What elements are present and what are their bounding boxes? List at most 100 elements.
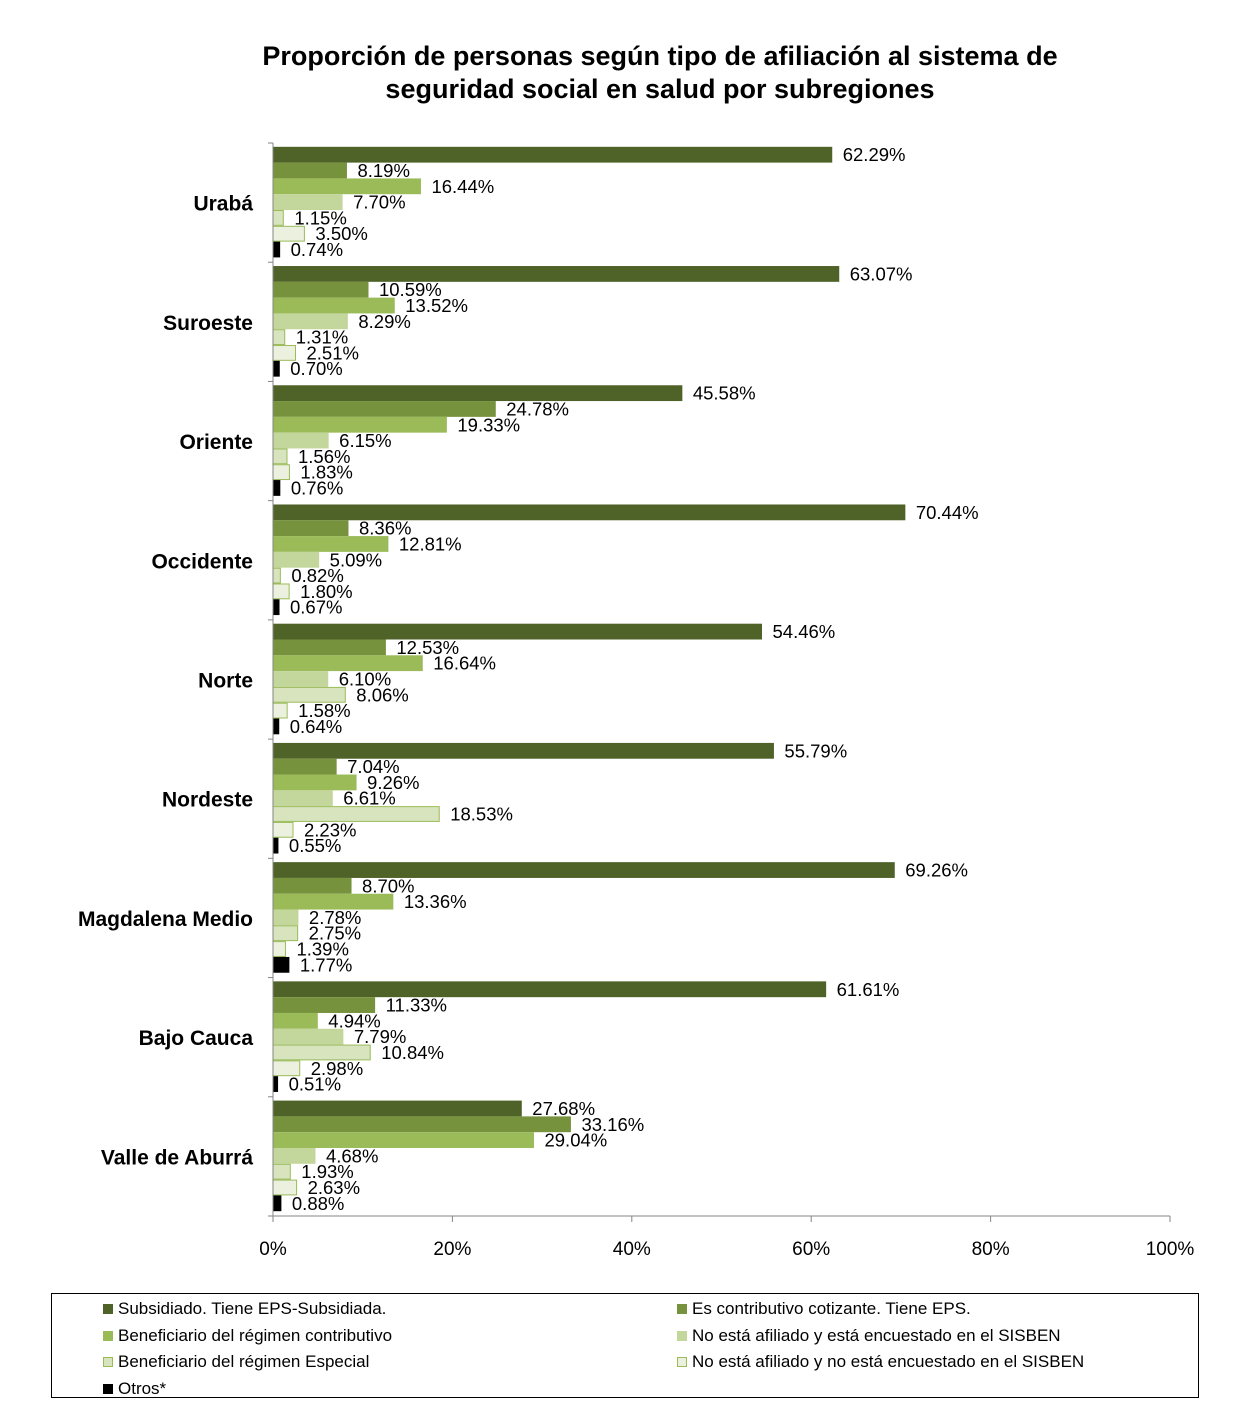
data-label: 2.75%: [309, 923, 361, 944]
bar-chart: 62.29% 8.19% 16.44% 7.70% 1.15%3.50%0.74% Ura…: [78, 142, 1195, 1260]
x-tick-label: 100%: [1146, 1239, 1195, 1260]
bar: [272, 837, 279, 854]
bar: [272, 1116, 571, 1133]
data-label: 7.70%: [353, 192, 405, 213]
data-label: 6.61%: [343, 788, 395, 809]
data-label: 1.31%: [296, 327, 348, 348]
data-label: 2.51%: [307, 342, 359, 363]
category-label: Nordeste: [162, 789, 253, 812]
data-label: 2.23%: [304, 819, 356, 840]
bar: [272, 1132, 534, 1148]
legend-item: Otros*: [103, 1379, 166, 1399]
data-label: 10.84%: [381, 1042, 444, 1063]
x-tick-label: 40%: [613, 1239, 651, 1260]
category-label: Magdalena Medio: [78, 908, 253, 931]
data-label: 0.76%: [291, 477, 343, 498]
data-label: 1.93%: [301, 1161, 353, 1182]
legend-swatch: [103, 1330, 113, 1341]
data-label: 3.50%: [315, 223, 367, 244]
bar: [272, 448, 288, 465]
category-label: Oriente: [179, 431, 253, 454]
data-label: 63.07%: [850, 263, 913, 284]
data-label: 33.16%: [581, 1114, 644, 1135]
legend-swatch: [103, 1383, 113, 1394]
bar: [272, 718, 280, 735]
category-label: Valle de Aburrá: [101, 1146, 253, 1169]
bar: [272, 360, 280, 377]
data-label: 8.70%: [362, 875, 414, 896]
data-label: 10.59%: [379, 279, 442, 300]
category-label: Norte: [198, 670, 253, 693]
x-tick-label: 20%: [433, 1239, 471, 1260]
data-label: 0.55%: [289, 835, 341, 856]
chart-title: Proporción de personas según tipo de afi…: [160, 40, 1160, 106]
bar: [272, 702, 288, 719]
data-label: 70.44%: [916, 502, 979, 523]
data-label: 1.39%: [296, 939, 348, 960]
bar: [272, 1100, 522, 1117]
bar: [272, 941, 286, 957]
legend-label: Otros*: [118, 1378, 167, 1398]
data-label: 69.26%: [905, 860, 968, 881]
bar: [272, 956, 290, 973]
bar: [272, 790, 333, 807]
data-label: 0.70%: [290, 358, 342, 379]
data-label: 16.44%: [431, 176, 494, 197]
data-label: 61.61%: [837, 979, 900, 1000]
legend-item: No está afiliado y no está encuestado en…: [677, 1352, 1084, 1372]
data-label: 13.52%: [405, 295, 468, 316]
bar: [272, 241, 281, 258]
category-label: Occidente: [151, 550, 253, 573]
data-label: 8.36%: [359, 518, 411, 539]
bar: [272, 623, 763, 640]
data-label: 62.29%: [843, 144, 906, 165]
data-label: 4.94%: [328, 1010, 380, 1031]
data-label: 1.80%: [300, 581, 352, 602]
legend-item: Es contributivo cotizante. Tiene EPS.: [677, 1299, 971, 1319]
data-label: 12.81%: [399, 533, 462, 554]
data-label: 1.15%: [294, 207, 346, 228]
legend-label: Beneficiario del régimen contributivo: [118, 1325, 393, 1345]
legend-swatch: [677, 1357, 687, 1367]
data-label: 1.56%: [298, 446, 350, 467]
category-label: Urabá: [193, 193, 253, 216]
data-label: 0.74%: [291, 239, 343, 260]
bar: [272, 567, 281, 584]
legend-item: Beneficiario del régimen contributivo: [103, 1326, 392, 1346]
bar: [272, 329, 286, 346]
data-label: 4.68%: [326, 1145, 378, 1166]
data-label: 18.53%: [450, 804, 513, 825]
legend-item: No está afiliado y está encuestado en el…: [677, 1326, 1061, 1346]
category-label: Suroeste: [163, 312, 253, 335]
legend-label: No está afiliado y no está encuestado en…: [692, 1352, 1085, 1371]
legend-swatch: [677, 1330, 687, 1341]
data-label: 13.36%: [404, 891, 467, 912]
data-label: 0.82%: [291, 565, 343, 586]
legend-item: Subsidiado. Tiene EPS-Subsidiada.: [103, 1299, 386, 1319]
bar: [272, 583, 290, 600]
legend-item: Beneficiario del régimen Especial: [103, 1352, 369, 1372]
chart-legend: Subsidiado. Tiene EPS-Subsidiada. Es cont…: [51, 1293, 1199, 1398]
legend-label: Es contributivo cotizante. Tiene EPS.: [692, 1299, 971, 1318]
data-label: 5.09%: [330, 549, 382, 570]
legend-label: No está afiliado y está encuestado en el…: [692, 1325, 1061, 1345]
chart-title-line-2: seguridad social en salud por subregione…: [385, 74, 935, 104]
data-label: 2.98%: [311, 1058, 363, 1079]
data-label: 29.04%: [544, 1130, 607, 1151]
chart-title-line-1: Proporción de personas según tipo de afi…: [262, 41, 1058, 71]
bar: [272, 1076, 279, 1092]
legend-label: Subsidiado. Tiene EPS-Subsidiada.: [118, 1299, 387, 1318]
bar: [272, 162, 347, 179]
data-label: 8.19%: [357, 160, 409, 181]
data-label: 1.58%: [298, 700, 350, 721]
bar: [272, 385, 683, 402]
bar: [272, 877, 352, 894]
data-label: 54.46%: [773, 621, 836, 642]
data-label: 0.51%: [289, 1074, 341, 1095]
data-label: 19.33%: [457, 414, 520, 435]
bar: [272, 520, 349, 537]
data-label: 2.78%: [309, 907, 361, 928]
bar: [272, 480, 281, 496]
data-label: 27.68%: [532, 1098, 595, 1119]
bar: [272, 1163, 291, 1180]
